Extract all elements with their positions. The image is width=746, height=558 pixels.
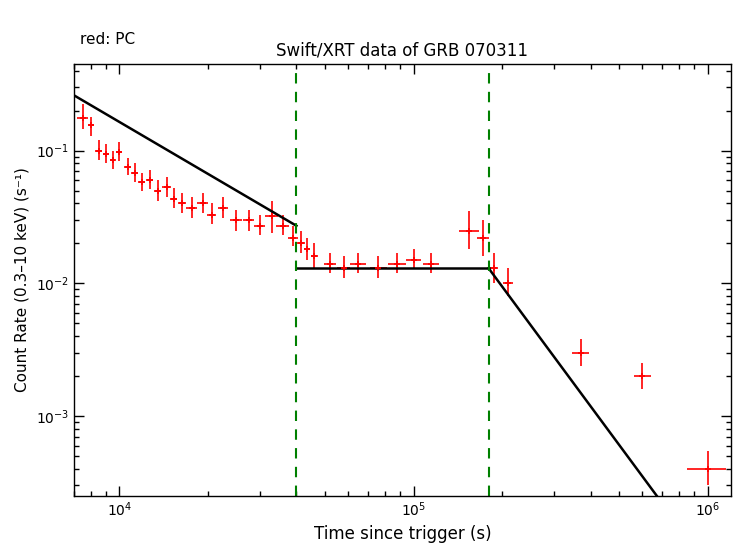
Text: red: PC: red: PC [81, 32, 136, 47]
Title: Swift/XRT data of GRB 070311: Swift/XRT data of GRB 070311 [276, 42, 528, 60]
X-axis label: Time since trigger (s): Time since trigger (s) [313, 525, 491, 543]
Y-axis label: Count Rate (0.3–10 keV) (s⁻¹): Count Rate (0.3–10 keV) (s⁻¹) [15, 167, 30, 392]
